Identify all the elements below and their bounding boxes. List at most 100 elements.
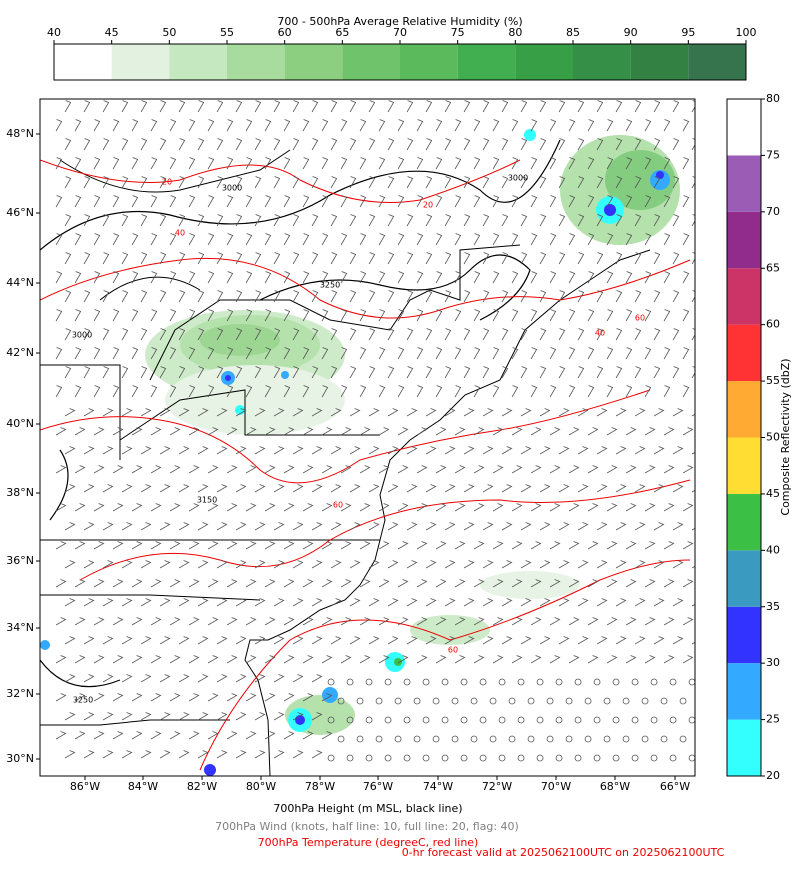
barb [568, 427, 580, 436]
barb [634, 598, 646, 607]
barb [663, 157, 671, 170]
barb [340, 309, 348, 322]
calm-marker [574, 716, 582, 724]
barb [197, 750, 209, 759]
barb [302, 385, 310, 398]
barb [682, 233, 690, 246]
barb [530, 385, 538, 398]
barb [596, 408, 608, 417]
barb [74, 731, 86, 740]
barb [178, 138, 186, 151]
barb [406, 100, 414, 113]
barb [625, 465, 637, 474]
barb [454, 385, 462, 398]
barb [245, 655, 257, 664]
barb [121, 214, 129, 227]
humidity-tick-label: 50 [162, 26, 176, 39]
barb [207, 347, 215, 360]
barb [577, 484, 589, 493]
barb [406, 484, 418, 493]
barb [74, 503, 86, 512]
barb [140, 484, 152, 493]
barb [511, 579, 523, 588]
barb [653, 408, 665, 417]
barb [349, 252, 357, 265]
barb [530, 119, 538, 132]
barb [64, 522, 76, 531]
lon-label: 66°W [660, 780, 690, 793]
barb [634, 214, 642, 227]
barb [634, 290, 642, 303]
barb [568, 271, 576, 284]
map-frame [39, 98, 696, 777]
calm-marker [375, 697, 383, 705]
barb [587, 655, 599, 664]
barb [473, 503, 485, 512]
barb [577, 636, 589, 645]
barb [121, 138, 129, 151]
barb [188, 655, 200, 664]
calm-marker [527, 735, 535, 743]
barb [511, 465, 523, 474]
barb [406, 446, 418, 455]
barb [55, 731, 67, 740]
calm-marker [669, 754, 677, 762]
barb [416, 119, 424, 132]
barb [577, 290, 585, 303]
barb [663, 385, 671, 398]
barb [226, 347, 234, 360]
barb [245, 427, 257, 436]
barb [330, 214, 338, 227]
barb [140, 252, 148, 265]
barb [93, 385, 101, 398]
barb [444, 446, 456, 455]
barb [454, 655, 466, 664]
barb [387, 176, 395, 189]
barb [558, 560, 570, 569]
barb [625, 655, 637, 664]
calm-marker [489, 697, 497, 705]
barb [112, 233, 120, 246]
barb [254, 674, 266, 683]
barb [416, 271, 424, 284]
barb [102, 366, 110, 379]
barb [64, 712, 76, 721]
reflectivity-segment [727, 381, 761, 438]
barb [188, 465, 200, 474]
barb [273, 366, 281, 379]
barb [273, 522, 285, 531]
barb [178, 636, 190, 645]
calm-marker [337, 735, 345, 743]
barb [672, 328, 680, 341]
barb [83, 214, 91, 227]
barb [140, 214, 148, 227]
barb [207, 541, 219, 550]
reflectivity-tick-label: 20 [766, 769, 780, 782]
barb [482, 214, 490, 227]
barb [311, 366, 319, 379]
barb [254, 598, 266, 607]
barb [492, 503, 504, 512]
barb [330, 560, 342, 569]
lon-label: 70°W [541, 780, 571, 793]
barb [444, 522, 456, 531]
barb [93, 655, 105, 664]
barb [644, 503, 656, 512]
humidity-tick-label: 65 [335, 26, 349, 39]
calm-marker [660, 735, 668, 743]
humidity-segment [342, 44, 400, 80]
barb [140, 328, 148, 341]
barb [368, 328, 376, 341]
calm-marker [384, 716, 392, 724]
calm-marker [593, 678, 601, 686]
barb [539, 636, 551, 645]
lon-label: 72°W [482, 780, 512, 793]
barb [558, 446, 570, 455]
barb [463, 446, 475, 455]
barb [463, 328, 471, 341]
barb [321, 503, 333, 512]
barb [615, 252, 623, 265]
barb [330, 636, 342, 645]
barb [663, 271, 671, 284]
